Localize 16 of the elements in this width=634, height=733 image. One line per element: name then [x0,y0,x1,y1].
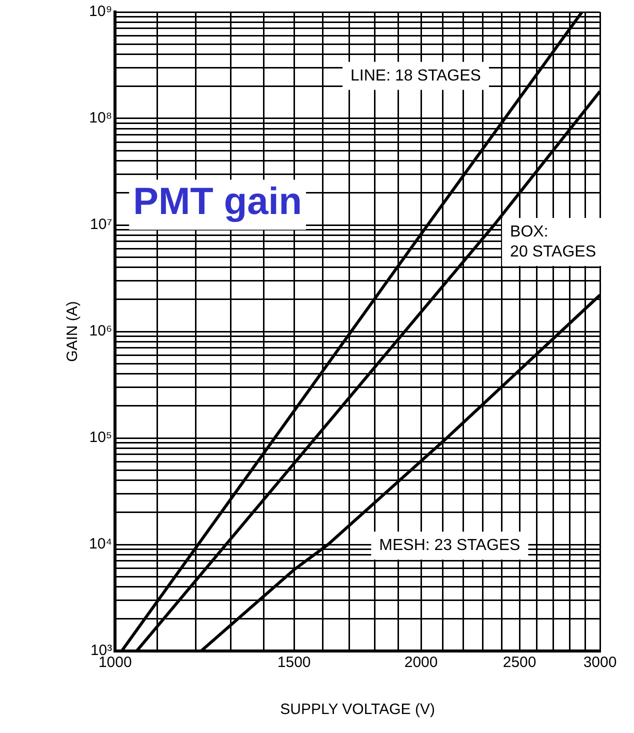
y-tick-label: 10⁵ [89,429,112,446]
series-label: MESH: 23 STAGES [379,536,520,554]
text: LINE: 18 STAGES [350,67,481,84]
text: PMT gain [133,181,302,224]
x-tick-label: 3000 [583,654,617,672]
y-tick-label: 10⁸ [89,110,112,127]
y-axis-title: GAIN (A) [64,301,82,362]
x-tick-label: 2000 [404,654,438,672]
x-tick-label: 1500 [277,654,311,672]
series-label: BOX: 20 STAGES [510,223,596,260]
x-axis-title: SUPPLY VOLTAGE (V) [280,701,435,718]
y-tick-label: 10⁷ [90,216,112,234]
y-tick-label: 10⁹ [89,3,112,20]
y-tick-label: 10⁶ [89,322,112,340]
x-tick-label: 2500 [502,654,536,672]
y-tick-label: 10⁴ [88,536,112,553]
